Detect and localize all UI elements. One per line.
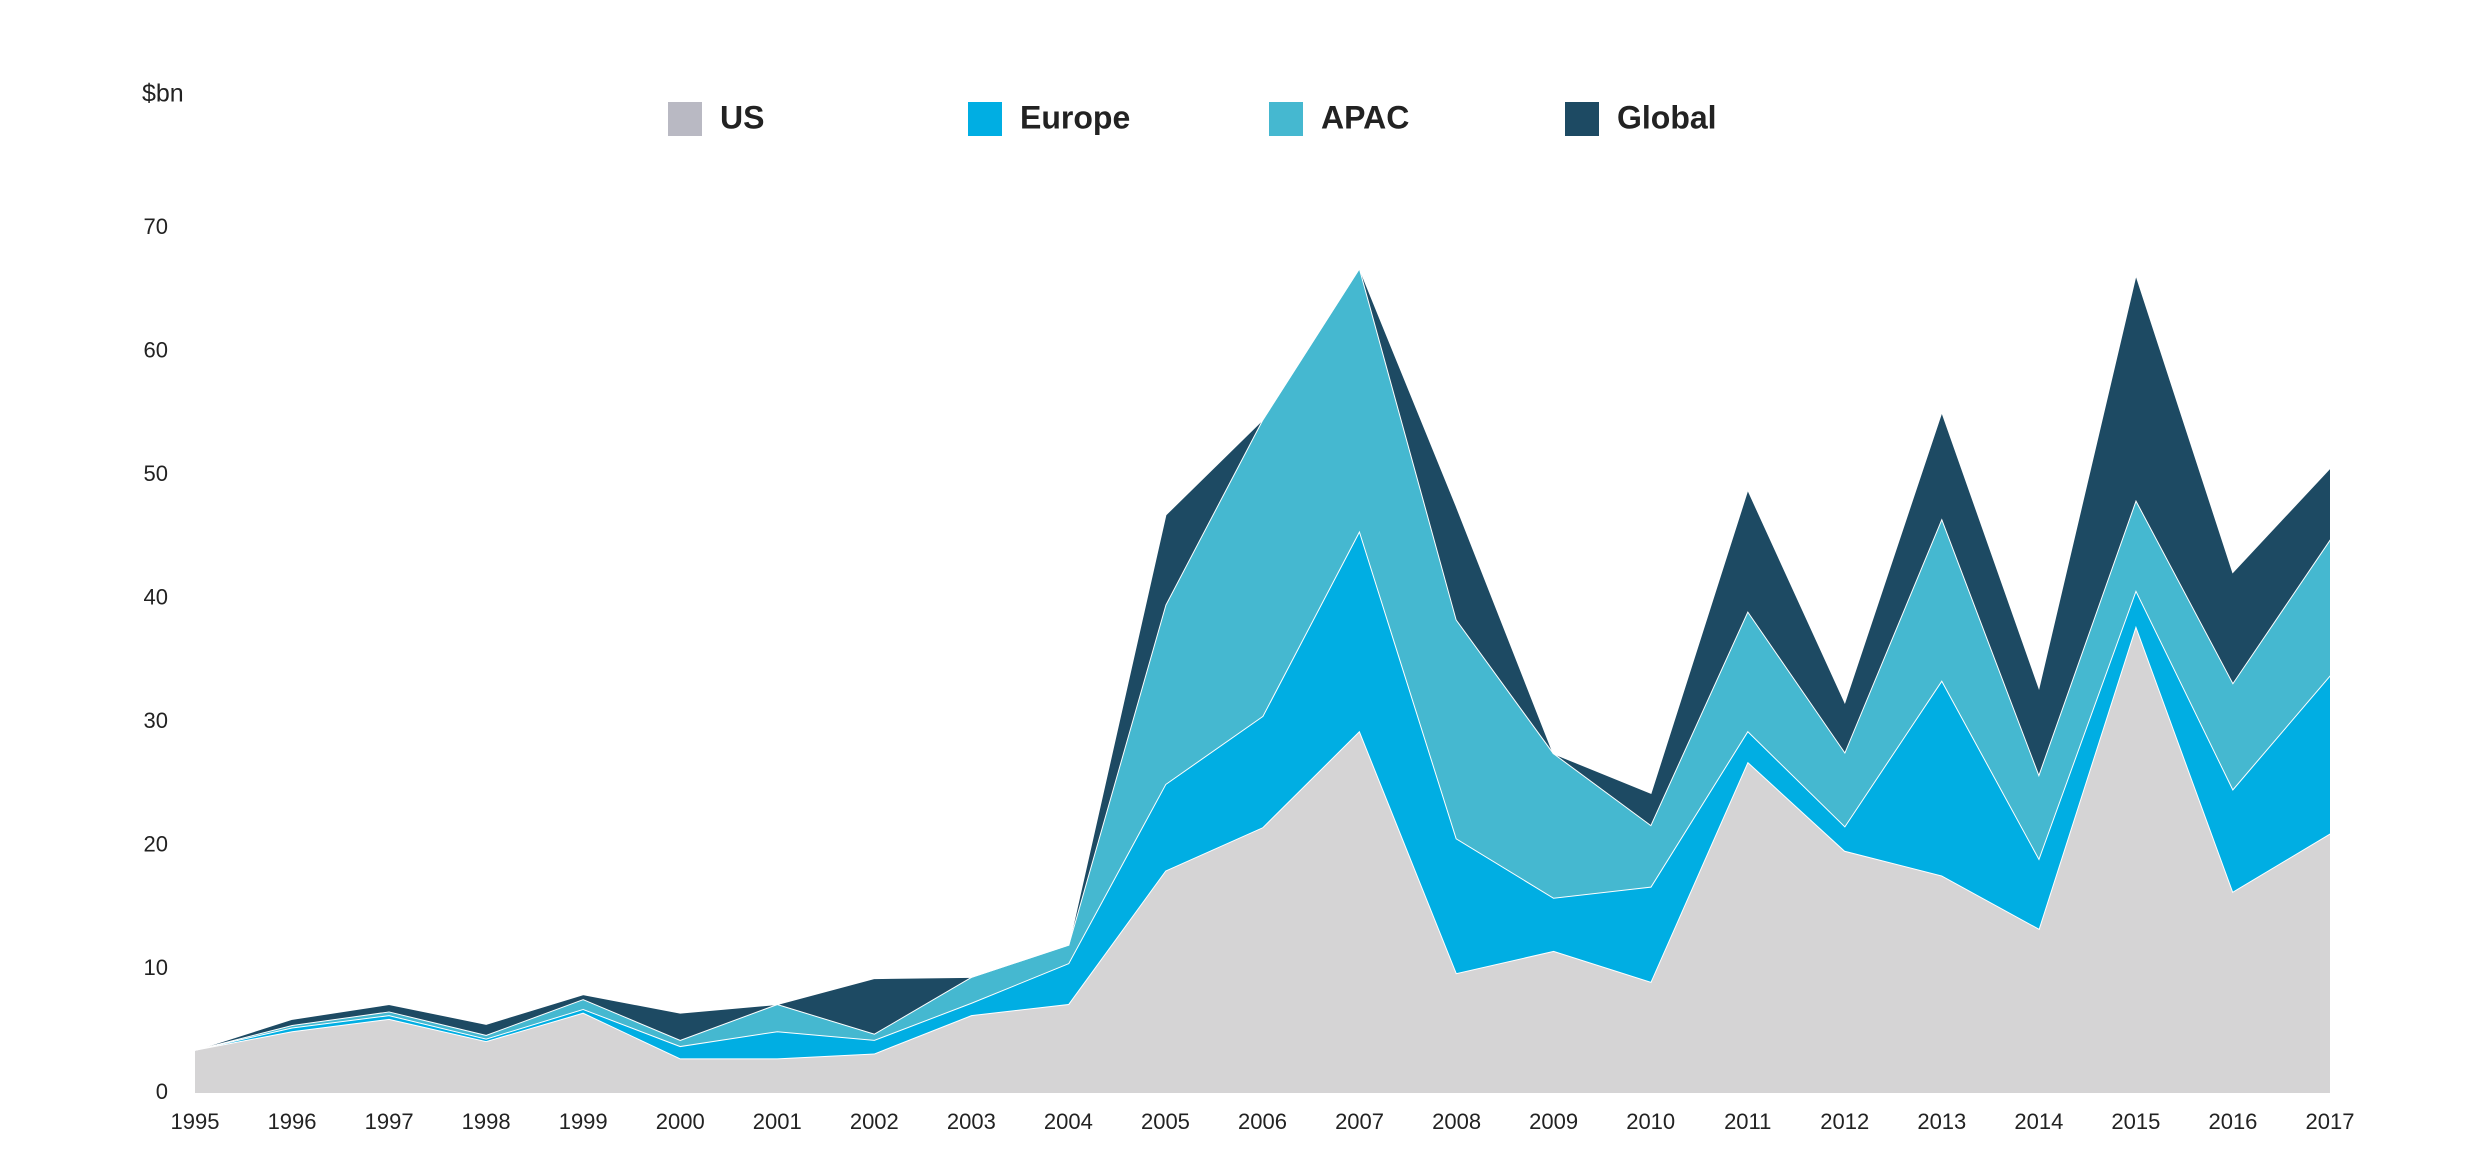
x-tick-label: 2012 <box>1820 1109 1869 1134</box>
x-tick-label: 1997 <box>365 1109 414 1134</box>
legend-swatch <box>968 102 1002 136</box>
x-tick-label: 2003 <box>947 1109 996 1134</box>
x-tick-label: 1999 <box>559 1109 608 1134</box>
legend-label: Global <box>1617 99 1717 135</box>
x-tick-label: 2011 <box>1724 1109 1771 1134</box>
y-tick-label: 70 <box>144 214 168 239</box>
area <box>195 625 2330 1093</box>
y-tick-label: 30 <box>144 708 168 733</box>
x-tick-label: 2005 <box>1141 1109 1190 1134</box>
x-tick-label: 1998 <box>462 1109 511 1134</box>
y-tick-label: 60 <box>144 337 168 362</box>
x-tick-label: 2007 <box>1335 1109 1384 1134</box>
x-tick-label: 1996 <box>268 1109 317 1134</box>
legend-swatch <box>668 102 702 136</box>
y-axis-label: $bn <box>142 80 184 108</box>
area <box>195 267 2330 1050</box>
y-tick-label: 50 <box>144 461 168 486</box>
x-tick-label: 2010 <box>1626 1109 1675 1134</box>
legend-swatch <box>1565 102 1599 136</box>
x-tick-label: 2004 <box>1044 1109 1093 1134</box>
y-tick-label: 20 <box>144 832 168 857</box>
x-tick-label: 2016 <box>2208 1109 2257 1134</box>
x-tick-label: 2009 <box>1529 1109 1578 1134</box>
area <box>195 530 2330 1059</box>
y-tick-label: 10 <box>144 955 168 980</box>
x-tick-label: 2013 <box>1917 1109 1966 1134</box>
legend-swatch <box>1269 102 1303 136</box>
x-tick-label: 2002 <box>850 1109 899 1134</box>
x-tick-label: 2000 <box>656 1109 705 1134</box>
legend-label: APAC <box>1321 99 1409 135</box>
x-tick-label: 2014 <box>2014 1109 2063 1134</box>
area-edge <box>194 265 2331 1051</box>
legend-label: Europe <box>1020 99 1130 135</box>
y-tick-label: 40 <box>144 585 168 610</box>
x-tick-label: 2001 <box>753 1109 802 1134</box>
x-tick-label: 2008 <box>1432 1109 1481 1134</box>
x-tick-label: 1995 <box>171 1109 220 1134</box>
x-tick-label: 2015 <box>2111 1109 2160 1134</box>
legend-label: US <box>720 99 764 135</box>
y-tick-label: 0 <box>156 1079 168 1104</box>
x-tick-label: 2017 <box>2306 1109 2355 1134</box>
x-tick-label: 2006 <box>1238 1109 1287 1134</box>
